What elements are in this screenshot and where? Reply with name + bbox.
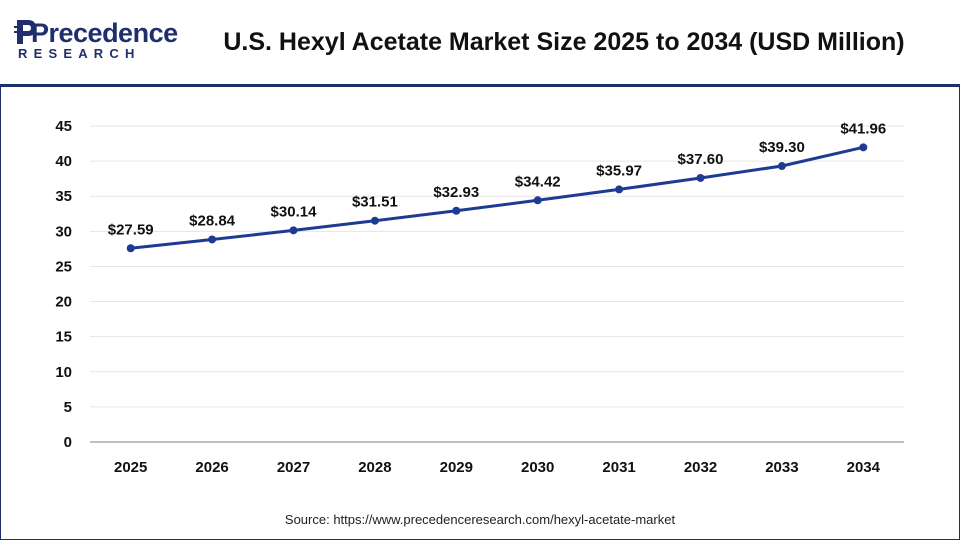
data-label: $35.97 [596,162,642,179]
data-label: $41.96 [840,120,886,137]
data-point [696,173,705,182]
data-label: $27.59 [108,221,154,238]
y-tick-label: 45 [55,118,72,135]
gridlines [90,125,904,408]
data-point [615,185,624,194]
header: Precedence RESEARCH U.S. Hexyl Acetate M… [0,0,960,84]
y-tick-label: 0 [64,434,72,451]
x-tick-label: 2029 [440,459,473,476]
x-tick-label: 2028 [358,459,391,476]
y-tick-label: 35 [55,188,72,205]
y-tick-label: 40 [55,153,72,170]
x-tick-label: 2025 [114,459,147,476]
logo-subtitle: RESEARCH [18,46,141,61]
x-tick-label: 2027 [277,459,310,476]
x-tick-label: 2031 [602,459,635,476]
y-tick-label: 25 [55,258,72,275]
series-line [130,145,864,250]
chart-title: U.S. Hexyl Acetate Market Size 2025 to 2… [223,28,905,56]
data-point [370,216,379,225]
data-point [126,244,135,253]
x-tick-label: 2032 [684,459,717,476]
series [126,143,868,253]
brand-logo: Precedence RESEARCH [14,16,178,66]
x-tick-label: 2026 [195,459,228,476]
data-label: $30.14 [271,203,318,220]
y-tick-label: 30 [55,223,72,240]
x-tick-label: 2030 [521,459,554,476]
x-tick-label: 2033 [765,459,798,476]
data-point [208,235,217,244]
y-tick-label: 20 [55,294,72,311]
data-point [533,196,542,205]
y-tick-label: 15 [55,329,72,346]
y-tick-label: 10 [55,364,72,381]
data-label: $37.60 [678,151,724,168]
data-label: $34.42 [515,173,561,190]
data-labels: $27.59 $28.84 $30.14 $31.51 $32.93 $34.42 $35.… [108,120,886,238]
x-tick-label: 2034 [847,459,881,476]
logo-wordmark: Precedence [31,18,178,48]
header-divider [0,84,960,87]
data-label: $39.30 [759,139,805,156]
source-note: Source: https://www.precedenceresearch.c… [284,512,676,527]
logo-mark-icon [14,20,36,44]
data-label: $31.51 [352,194,398,211]
data-point [289,226,298,235]
data-label: $28.84 [189,212,236,229]
data-label: $32.93 [433,184,479,201]
data-point [452,206,461,215]
data-point [859,143,868,152]
data-point [777,162,786,171]
y-tick-label: 5 [64,399,72,416]
